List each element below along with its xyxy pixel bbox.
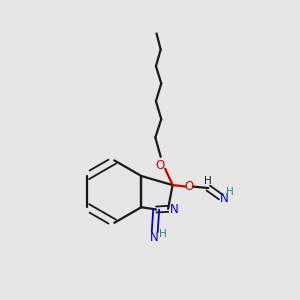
Text: H: H [226,187,234,196]
Text: H: H [159,229,167,239]
Text: O: O [155,159,164,172]
Text: N: N [170,203,178,216]
Text: H: H [204,176,212,186]
Text: N: N [149,231,158,244]
Text: N: N [220,192,229,205]
Text: O: O [184,180,194,193]
